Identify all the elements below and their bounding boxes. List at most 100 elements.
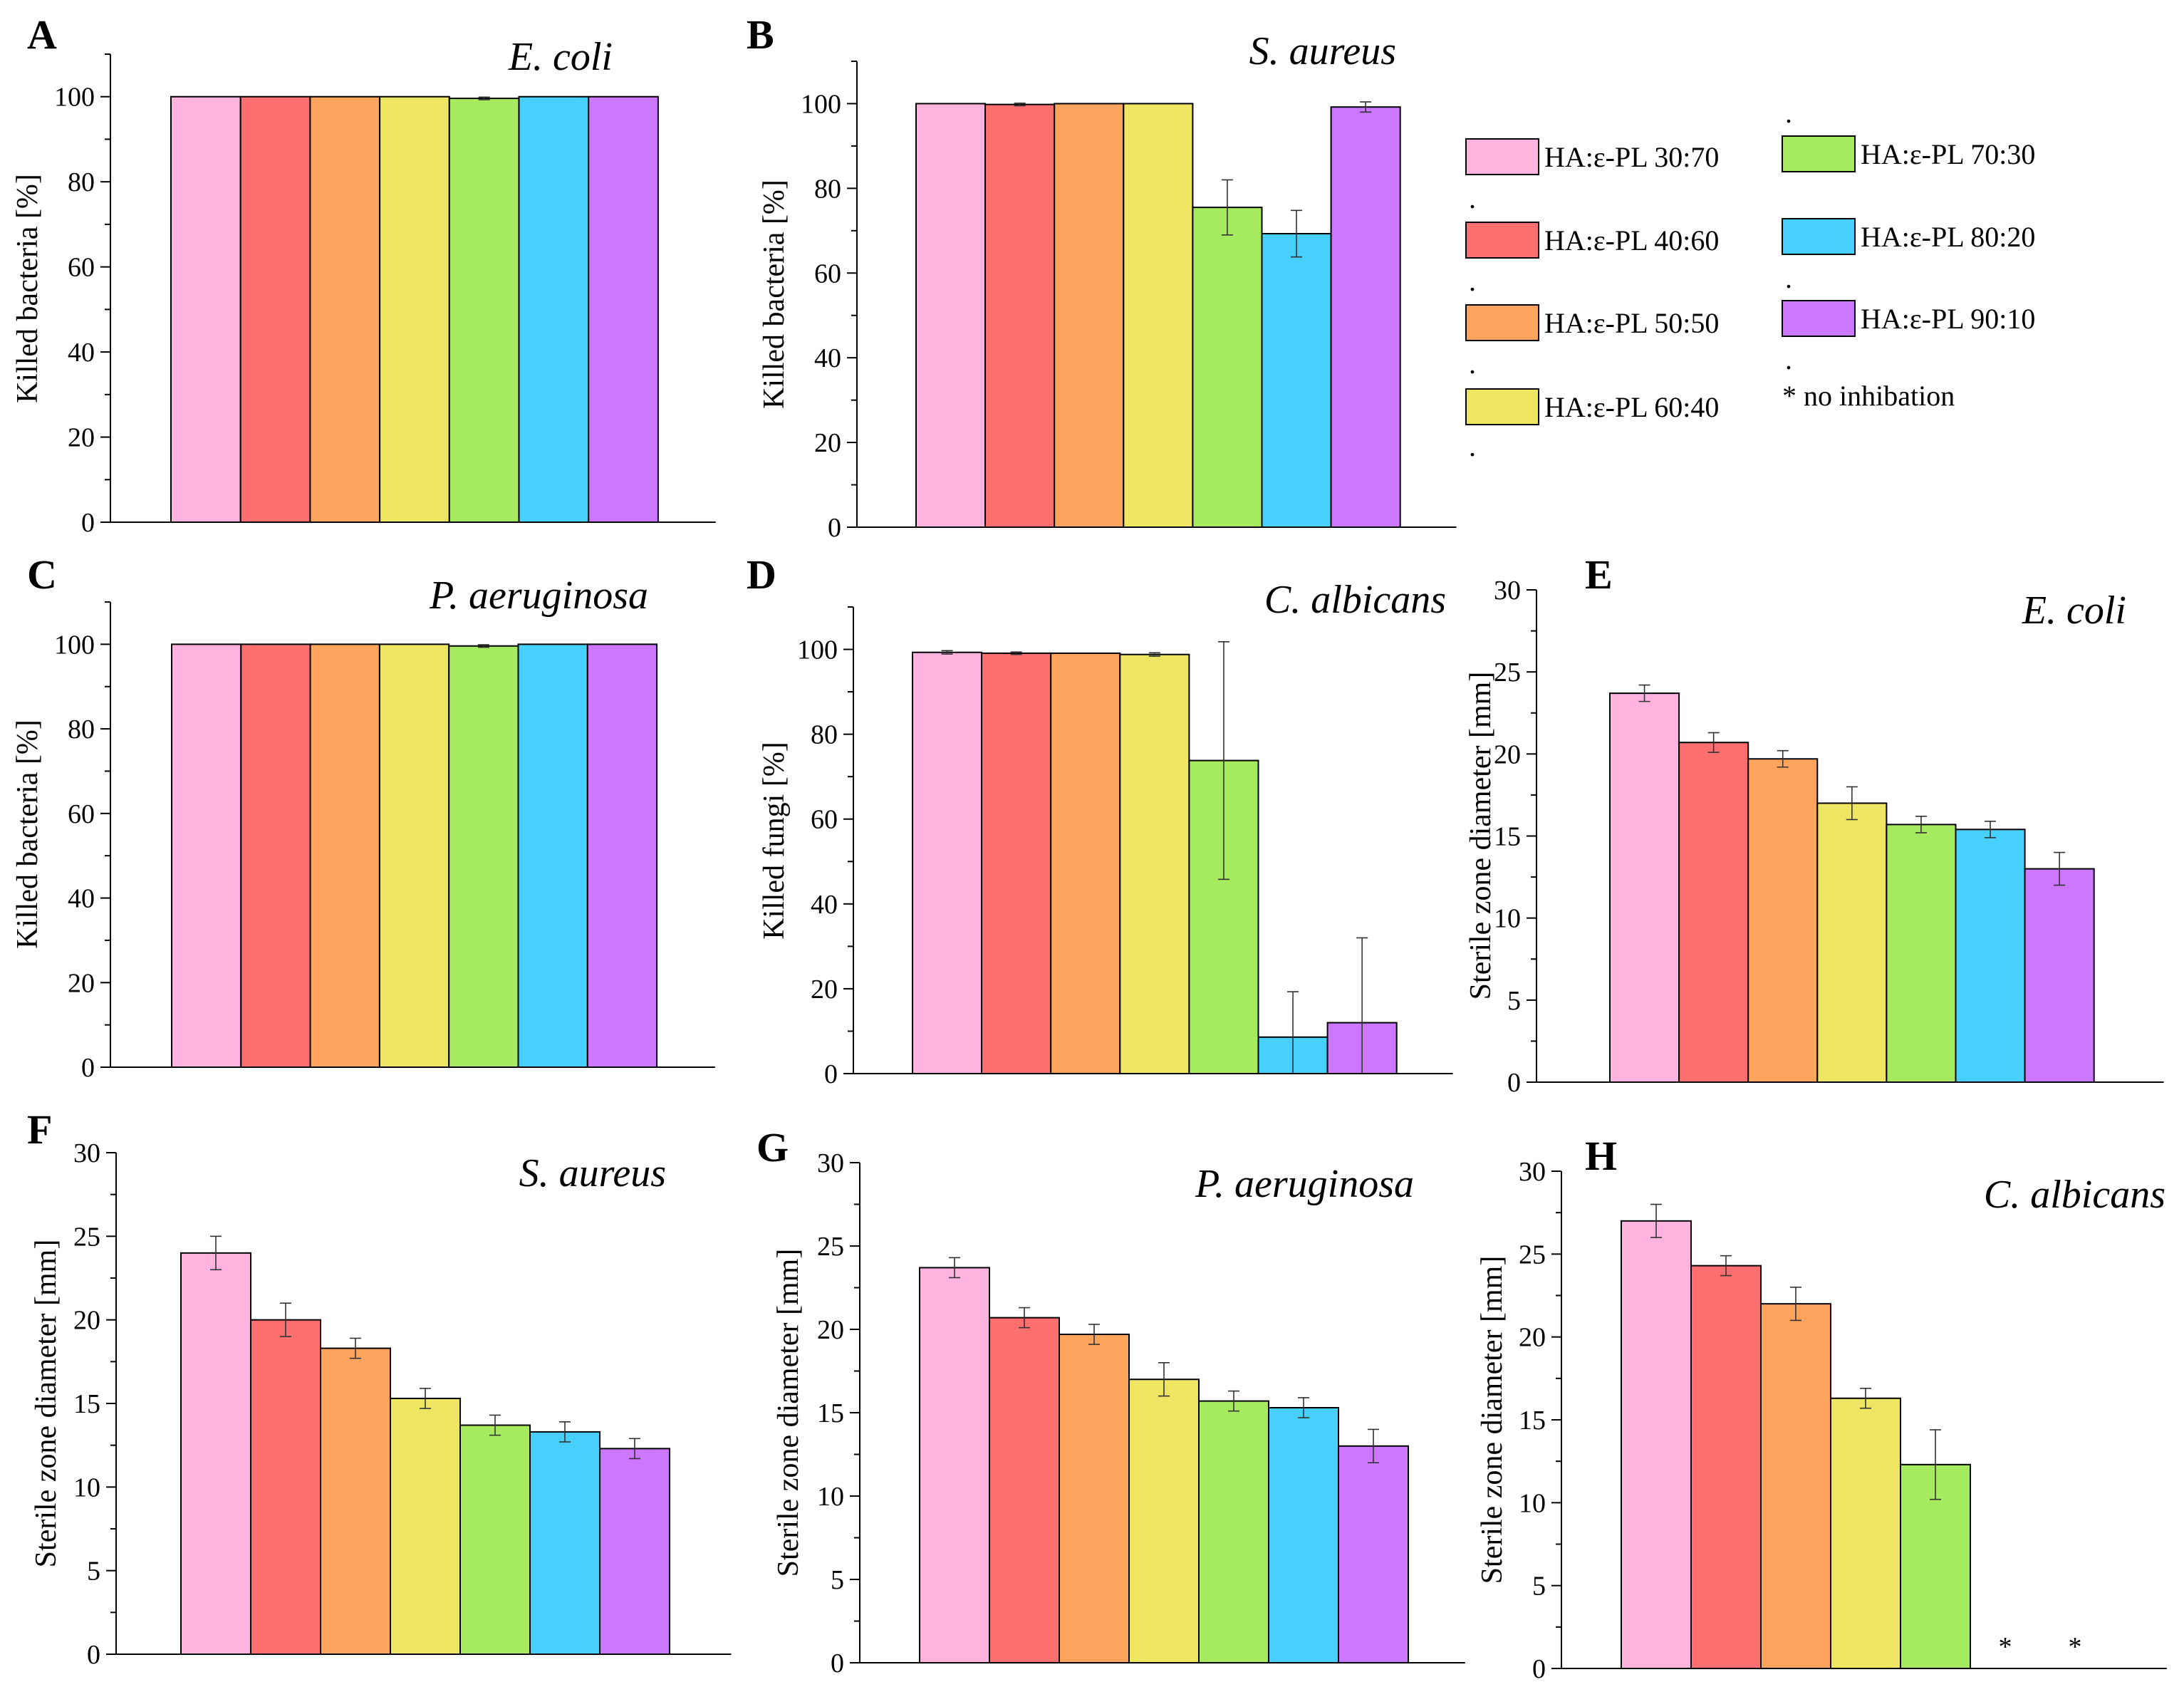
no-inhibition-star: * [1999,1632,2012,1662]
y-tick-label: 0 [824,1059,838,1089]
y-tick-label: 25 [1494,658,1521,687]
bar [309,95,381,523]
bar [240,643,311,1068]
y-tick-label: 25 [73,1222,100,1252]
panel-title: P. aeruginosa [1195,1162,1414,1206]
error-bar [1790,1287,1801,1322]
y-tick-label: 5 [87,1557,100,1587]
legend-note: * no inhibation [1782,380,1955,412]
error-bar [1291,209,1303,258]
error-bar [1930,1429,1941,1500]
y-tick-label: 30 [817,1148,844,1178]
bar [1128,1379,1200,1663]
y-axis-title: Killed bacteria [%] [11,720,44,949]
legend: HA:ε-PL 30:70 HA:ε-PL 40:60 HA:ε-PL 50:5… [1465,97,2035,462]
panel-label: H [1585,1133,1617,1179]
bar [171,643,242,1068]
y-tick-label: 5 [831,1565,844,1595]
bar [1886,824,1957,1084]
error-bar [1720,1255,1732,1277]
panel-label: D [747,551,776,598]
y-tick-label: 25 [1519,1240,1546,1270]
legend-swatch-70-30 [1782,135,1856,172]
bar [586,643,658,1068]
y-tick-label: 60 [811,805,838,835]
error-bar [1707,732,1720,753]
legend-swatch-60-40 [1465,388,1539,425]
y-tick-label: 20 [68,423,95,453]
bar [599,1448,670,1655]
error-bar [949,1257,960,1279]
bar [1816,802,1888,1084]
y-tick-label: 40 [811,890,838,920]
error-bar [1148,652,1160,657]
bar [1955,829,2026,1083]
bar [1760,1303,1831,1669]
error-bar [210,1235,222,1271]
y-axis-title: Killed fungi [%] [758,742,791,940]
y-tick-label: 100 [797,635,838,665]
bar [1050,652,1121,1074]
y-tick-label: 30 [1519,1157,1546,1187]
bar [1609,692,1680,1083]
y-tick-label: 10 [817,1482,844,1512]
error-bar [1010,651,1022,655]
y-tick-label: 100 [54,630,95,660]
panel-label: C [27,551,57,598]
legend-swatch-50-50 [1465,304,1539,341]
bar [1830,1397,1901,1669]
legend-dot: . [1469,182,1476,214]
y-tick-label: 80 [68,715,95,744]
error-bar [350,1337,361,1359]
y-tick-label: 60 [68,253,95,283]
bar [378,643,450,1068]
error-bar [1019,1307,1030,1329]
legend-label-70-30: HA:ε-PL 70:30 [1861,138,2035,170]
error-bar [1915,816,1927,834]
bar [915,103,987,529]
bar [309,643,380,1068]
error-bar [1360,101,1372,113]
error-bar [2054,851,2066,886]
y-tick-label: 20 [817,1315,844,1345]
y-axis-title: Sterile zone diameter [mm] [30,1240,63,1568]
bar [588,95,659,523]
panel-c: C P. aeruginosa Killed bacteria [%] 0 20 40 60… [11,551,715,1083]
legend-dot: . [1469,430,1476,462]
y-tick-label: 0 [1507,1068,1521,1098]
y-tick-label: 60 [814,259,841,289]
y-tick-label: 20 [68,968,95,998]
y-tick-label: 0 [1532,1654,1546,1682]
bar [180,1252,251,1656]
panel-h: H C. albicans Sterile zone diameter [mm] * *… [1476,1133,2167,1682]
panel-e: E E. coli Sterile zone diameter [mm] 0 5 10 15… [1465,551,2164,1098]
legend-label-50-50: HA:ε-PL 50:50 [1544,307,1719,339]
bar [1690,1265,1762,1669]
y-tick-label: 100 [54,83,95,113]
y-tick-label: 10 [1519,1488,1546,1518]
error-bar [478,96,490,100]
bar [912,651,983,1074]
bar [1268,1406,1339,1663]
legend-label-80-20: HA:ε-PL 80:20 [1861,221,2035,253]
bar [448,98,520,523]
y-tick-label: 80 [811,720,838,750]
panel-label: B [747,11,774,58]
y-tick-label: 20 [1494,739,1521,769]
bar [1059,1334,1130,1664]
bar [320,1347,391,1656]
y-tick-label: 20 [814,428,841,458]
y-tick-label: 0 [87,1640,100,1670]
panel-a: A E. coli Killed bacteria [%] 0 20 40 60 80 100 [11,11,716,538]
y-axis-title: Killed bacteria [%] [11,174,44,403]
bar [250,1319,321,1655]
bar [981,652,1052,1074]
bar [170,95,241,523]
bar [1123,103,1194,529]
error-bar [1638,684,1650,702]
error-bar [1298,1397,1309,1418]
bar [448,645,519,1068]
legend-swatch-90-10 [1782,300,1856,337]
